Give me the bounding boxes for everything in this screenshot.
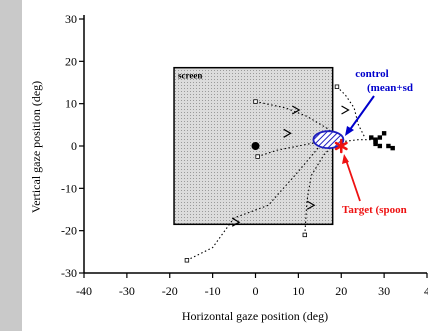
endpoint-marker (377, 135, 383, 140)
trajectory-start-marker (255, 154, 260, 159)
target-arrow (345, 159, 361, 202)
trajectory-line (255, 101, 338, 138)
x-tick-label: 4 (424, 284, 428, 298)
y-tick-label: 30 (65, 12, 77, 26)
direction-arrowhead (341, 105, 350, 115)
trajectory-line (336, 86, 366, 138)
endpoint-marker (369, 135, 374, 140)
target-arrowhead (342, 154, 349, 164)
y-tick-label: 0 (71, 139, 77, 153)
trajectory-line (304, 145, 334, 235)
endpoint-marker (390, 145, 395, 151)
endpoint-marker (377, 143, 383, 149)
y-tick-label: -20 (61, 224, 77, 238)
target-marker (334, 138, 348, 154)
x-tick-label: -30 (119, 284, 135, 298)
axis-ticks: 30 20 10 0 -10 -20 -30 -40 -30 -20 -10 0 10 20 30 4 (61, 12, 428, 298)
x-tick-label: -40 (76, 284, 92, 298)
screen-label: screen (178, 71, 202, 81)
trajectory-line (341, 139, 376, 143)
x-tick-label: 10 (292, 284, 304, 298)
y-tick-label: 20 (65, 54, 77, 68)
y-tick-label: 10 (65, 97, 77, 111)
x-tick-label: -20 (162, 284, 178, 298)
endpoint-marker (381, 131, 387, 136)
control-annotation: control (355, 68, 388, 80)
control-arrow (348, 95, 375, 132)
y-tick-label: -30 (61, 266, 77, 280)
endpoint-marker (373, 139, 378, 144)
endpoint-marker (386, 143, 391, 149)
direction-arrowhead (283, 128, 292, 138)
x-tick-label: -10 (205, 284, 221, 298)
control-arrowhead (345, 126, 354, 136)
x-tick-label: 20 (335, 284, 347, 298)
trajectory-start-marker (302, 232, 308, 238)
trajectory-start-marker (334, 84, 340, 89)
x-tick-label: 0 (253, 284, 259, 298)
y-axis-title: Vertical gaze position (deg) (29, 81, 43, 213)
trajectory-start-marker (253, 99, 258, 104)
x-tick-label: 30 (378, 284, 390, 298)
trajectory-start-marker (184, 258, 190, 263)
left-margin-strip (0, 0, 22, 331)
y-tick-label: -10 (61, 181, 77, 195)
direction-arrowhead (306, 200, 316, 210)
direction-arrowhead (231, 217, 241, 227)
x-axis-title: Horizontal gaze position (deg) (182, 309, 328, 323)
direction-arrowhead (291, 105, 301, 115)
control-annotation-sub: (mean+sd (367, 82, 413, 94)
target-annotation: Target (spoon (342, 204, 407, 216)
fixation-point (251, 142, 260, 150)
